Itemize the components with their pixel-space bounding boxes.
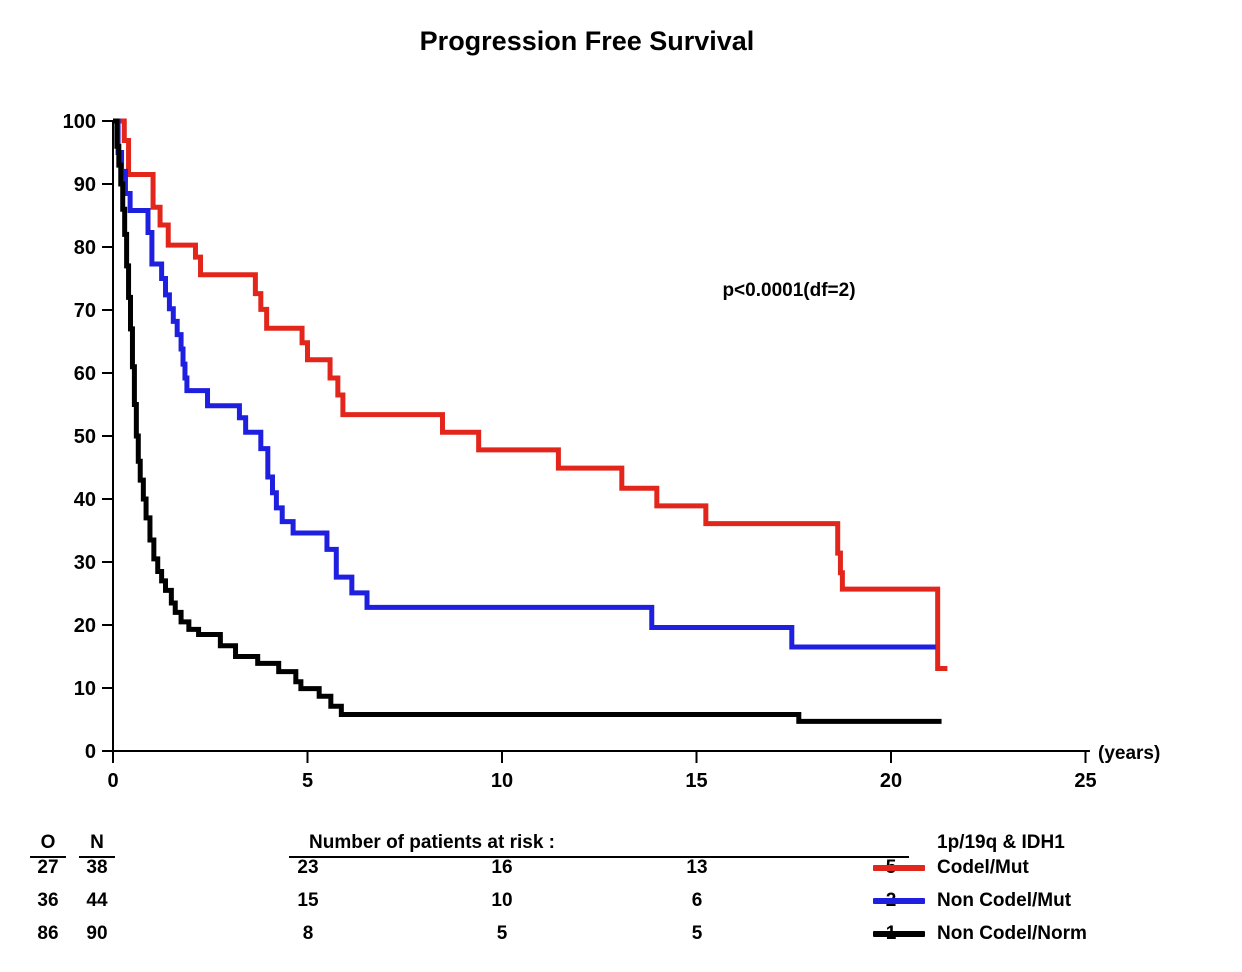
- y-tick-label: 80: [74, 237, 96, 259]
- n-value: 90: [86, 923, 108, 944]
- curves-layer: [113, 118, 948, 724]
- x-tick-label: 25: [1074, 770, 1096, 792]
- axis-layer: 0 10 20 30 40 50 60 70 80 90 100 0 5 10 15 20 25: [63, 111, 1097, 792]
- at-risk-value: 5: [691, 923, 703, 944]
- y-tick-label: 70: [74, 300, 96, 322]
- legend-line-swatch: [873, 898, 925, 904]
- legend-title: 1p/19q & IDH1: [937, 832, 1065, 853]
- events-value: 27: [37, 857, 59, 878]
- legend-label: Non Codel/Mut: [937, 890, 1072, 911]
- at-risk-title-underline: [289, 856, 909, 858]
- legend-line-swatch: [873, 931, 925, 937]
- chart-title: Progression Free Survival: [419, 26, 755, 56]
- events-value: 36: [37, 890, 59, 911]
- x-axis-unit-label: (years): [1098, 743, 1160, 764]
- n-value: 44: [86, 890, 108, 911]
- y-tick-label: 50: [74, 426, 96, 448]
- survival-curve-codel-mut: [113, 118, 948, 671]
- events-column-header: O: [40, 832, 56, 853]
- y-tick-label: 100: [63, 111, 96, 133]
- y-tick-label: 10: [74, 678, 96, 700]
- x-tick-label: 15: [685, 770, 707, 792]
- x-tick-label: 20: [880, 770, 902, 792]
- events-header-underline: [30, 856, 66, 858]
- x-tick-label: 10: [491, 770, 513, 792]
- legend-label: Codel/Mut: [937, 857, 1029, 878]
- legend-label: Non Codel/Norm: [937, 923, 1087, 944]
- at-risk-value: 10: [491, 890, 513, 911]
- y-tick-label: 60: [74, 363, 96, 385]
- y-tick-label: 90: [74, 174, 96, 196]
- at-risk-value: 16: [491, 857, 513, 878]
- p-value-annotation: p<0.0001(df=2): [722, 280, 855, 301]
- events-value: 86: [37, 923, 59, 944]
- n-value: 38: [86, 857, 108, 878]
- survival-plot: 0 10 20 30 40 50 60 70 80 90 100 0 5 10 15 20 25 p<0.000…: [63, 111, 1161, 792]
- x-tick-label: 5: [302, 770, 313, 792]
- survival-curve-non-codel-norm: [113, 118, 942, 724]
- at-risk-value: 23: [297, 857, 319, 878]
- at-risk-value: 5: [496, 923, 508, 944]
- survival-curve-non-codel-mut: [113, 118, 936, 650]
- at-risk-value: 13: [686, 857, 708, 878]
- at-risk-table-title: Number of patients at risk :: [309, 832, 555, 853]
- n-column-header: N: [90, 832, 104, 853]
- y-tick-label: 0: [85, 741, 96, 763]
- y-tick-label: 40: [74, 489, 96, 511]
- x-tick-label: 0: [107, 770, 118, 792]
- y-tick-label: 30: [74, 552, 96, 574]
- at-risk-value: 8: [302, 923, 314, 944]
- n-header-underline: [79, 856, 115, 858]
- at-risk-value: 15: [297, 890, 319, 911]
- legend-line-swatch: [873, 865, 925, 871]
- at-risk-value: 6: [691, 890, 703, 911]
- y-tick-label: 20: [74, 615, 96, 637]
